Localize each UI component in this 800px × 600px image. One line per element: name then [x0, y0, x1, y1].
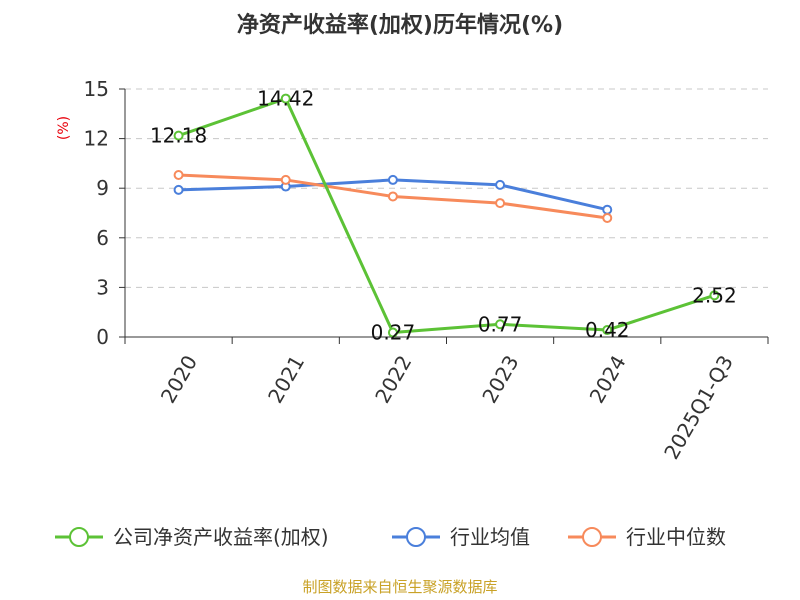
data-label: 0.27 — [371, 321, 416, 345]
y-tick-label: 12 — [84, 127, 109, 151]
legend-entry: 行业中位数 — [626, 525, 726, 549]
data-point — [173, 184, 184, 195]
data-point — [602, 204, 613, 215]
y-axis-label: (%) — [56, 116, 72, 140]
y-tick-label: 0 — [96, 325, 109, 349]
x-tick-label: 2024 — [585, 351, 631, 407]
grid-lines — [125, 88, 768, 288]
data-point — [387, 191, 398, 202]
x-tick-label: 2021 — [263, 351, 309, 407]
data-point — [495, 179, 506, 190]
x-tick-label: 2025Q1-Q3 — [659, 351, 738, 463]
data-label: 0.77 — [478, 312, 523, 336]
legend: 公司净资产收益率(加权) 行业均值 行业中位数 — [55, 525, 726, 549]
data-point — [387, 174, 398, 185]
chart-title: 净资产收益率(加权)历年情况(%) — [237, 12, 563, 38]
y-tick-label: 6 — [96, 226, 109, 250]
legend-marker — [582, 527, 602, 547]
legend-entry: 行业均值 — [450, 525, 530, 549]
y-tick-label: 15 — [84, 77, 109, 101]
data-label: 14.42 — [257, 87, 314, 111]
x-tick-label: 2022 — [370, 351, 416, 407]
series-line — [178, 97, 715, 335]
data-point — [709, 290, 720, 301]
data-point — [495, 198, 506, 209]
y-tick-label: 9 — [96, 176, 109, 200]
data-point — [280, 93, 291, 104]
data-point — [173, 169, 184, 180]
x-tick-label: 2023 — [477, 351, 523, 407]
legend-entry: 公司净资产收益率(加权) — [113, 525, 329, 549]
data-point — [602, 325, 613, 336]
data-point — [495, 319, 506, 330]
source-note: 制图数据来自恒生聚源数据库 — [302, 578, 497, 596]
data-point — [387, 327, 398, 338]
y-tick-label: 3 — [96, 275, 109, 299]
data-labels: 12.18 14.42 0.27 0.77 0.42 2.52 — [150, 87, 737, 345]
data-point — [280, 174, 291, 185]
data-label: 2.52 — [692, 283, 737, 307]
legend-marker — [69, 527, 89, 547]
data-point — [173, 130, 184, 141]
data-label: 0.42 — [585, 318, 630, 342]
data-label: 12.18 — [150, 124, 207, 148]
series-layer — [173, 93, 720, 338]
legend-marker — [406, 527, 426, 547]
data-point — [602, 212, 613, 223]
x-tick-label: 2020 — [156, 351, 202, 407]
